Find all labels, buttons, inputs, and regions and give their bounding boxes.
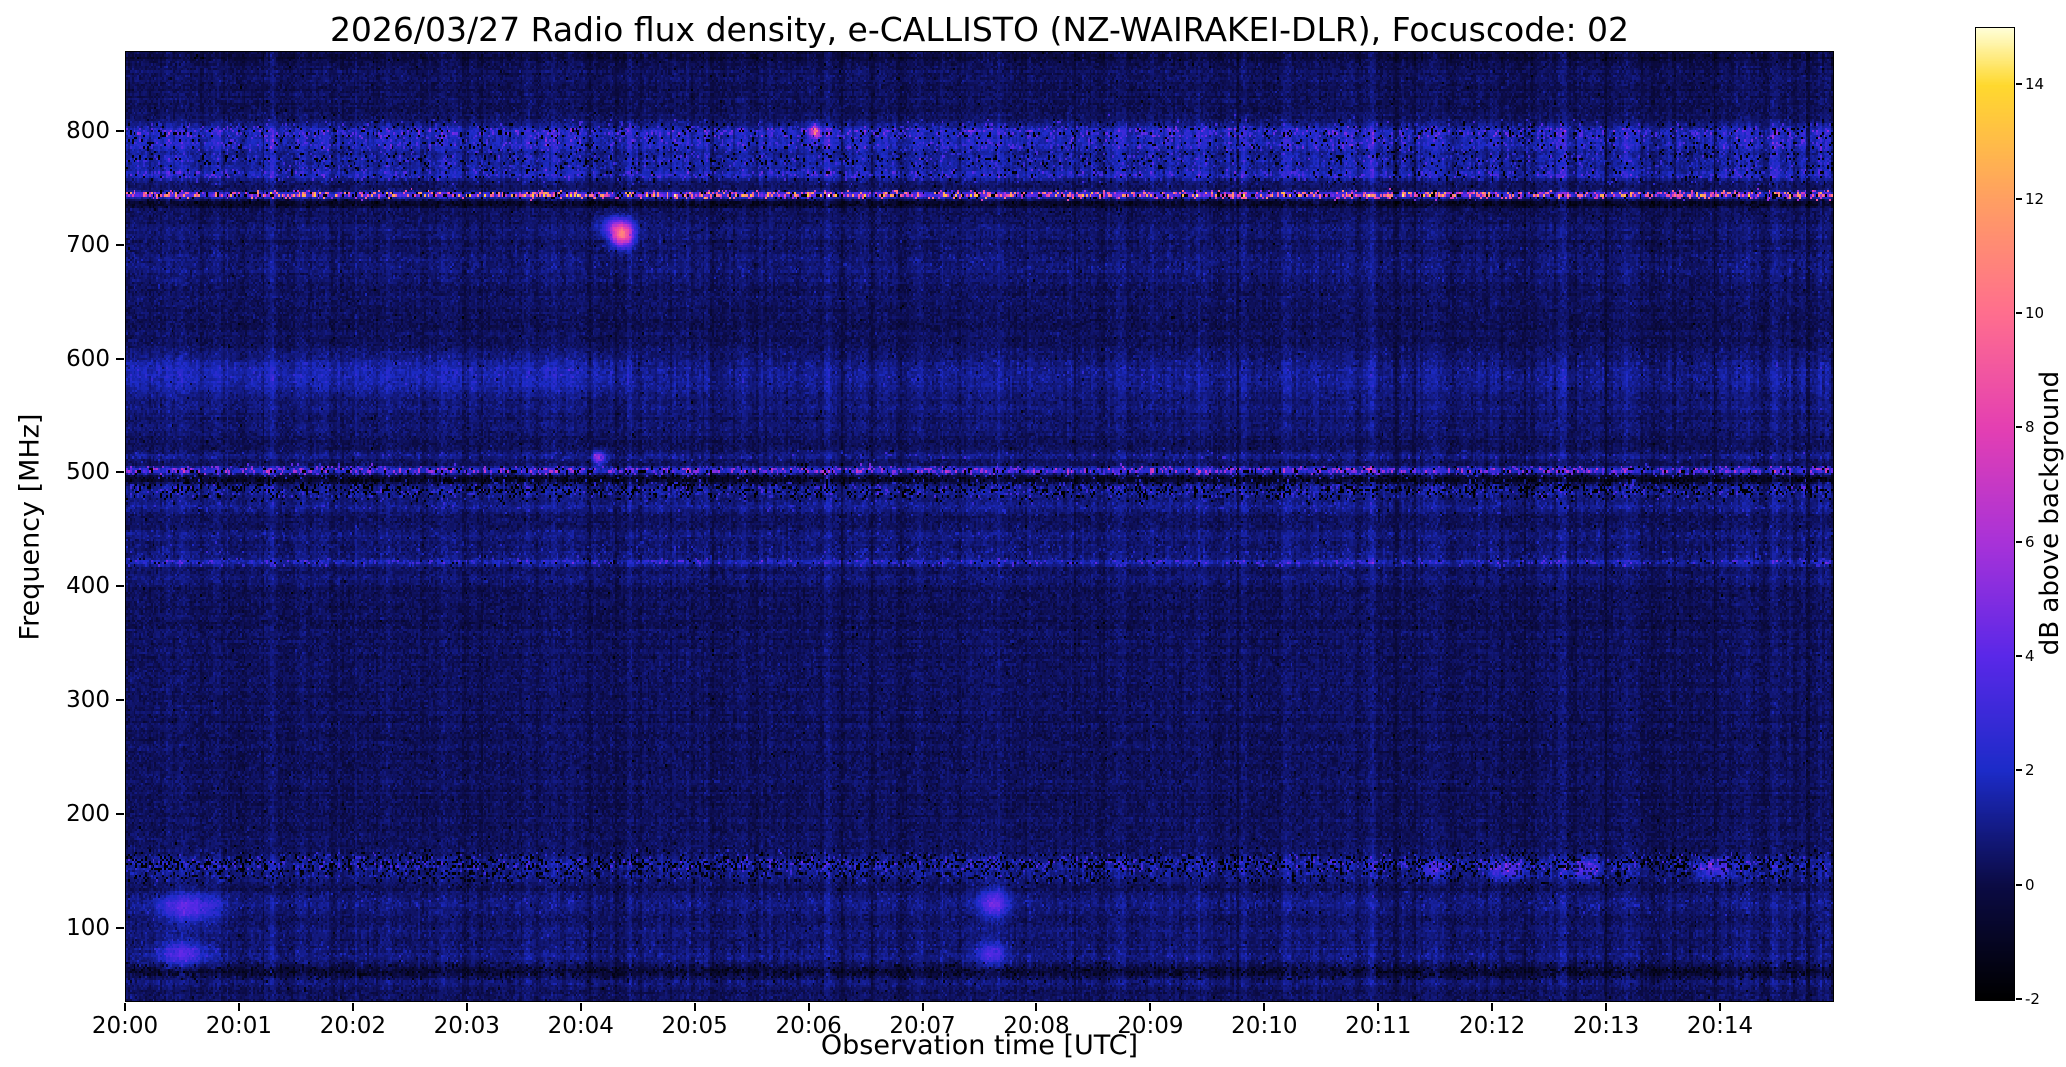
colorbar-tick-label: 2 xyxy=(2025,761,2035,780)
y-tick-mark xyxy=(116,813,124,816)
x-tick-mark xyxy=(1149,1003,1152,1011)
colorbar-tick-label: 8 xyxy=(2025,418,2035,437)
x-tick-mark xyxy=(807,1003,810,1011)
y-tick-label: 200 xyxy=(66,801,110,828)
y-tick-label: 500 xyxy=(66,459,110,486)
x-tick-label: 20:04 xyxy=(547,1013,614,1039)
y-tick-mark xyxy=(116,471,124,474)
x-tick-mark xyxy=(237,1003,240,1011)
x-tick-mark xyxy=(1263,1003,1266,1011)
x-tick-label: 20:09 xyxy=(1117,1013,1184,1039)
spectrogram-canvas xyxy=(126,52,1833,1001)
x-tick-label: 20:02 xyxy=(319,1013,386,1039)
x-tick-label: 20:13 xyxy=(1572,1013,1640,1039)
colorbar-canvas xyxy=(1976,28,2014,1000)
x-tick-mark xyxy=(1491,1003,1494,1011)
colorbar-tick-mark xyxy=(2016,83,2022,86)
y-tick-mark xyxy=(116,926,124,929)
x-tick-mark xyxy=(1719,1003,1722,1011)
colorbar-tick-label: 12 xyxy=(2025,189,2045,208)
x-axis-label: Observation time [UTC] xyxy=(820,1030,1139,1061)
x-tick-label: 20:10 xyxy=(1231,1013,1298,1039)
colorbar-tick-label: 14 xyxy=(2025,75,2045,94)
x-tick-label: 20:12 xyxy=(1459,1013,1526,1039)
y-tick-label: 800 xyxy=(66,117,110,144)
x-tick-mark xyxy=(124,1003,126,1011)
y-tick-label: 600 xyxy=(66,345,110,372)
x-tick-mark xyxy=(579,1003,582,1011)
colorbar-tick-label: -2 xyxy=(2025,990,2040,1008)
x-tick-label: 20:00 xyxy=(91,1013,159,1039)
colorbar-tick-mark xyxy=(2016,654,2022,657)
x-tick-mark xyxy=(1377,1003,1380,1011)
x-tick-label: 20:07 xyxy=(889,1013,956,1039)
y-tick-mark xyxy=(116,243,124,246)
x-tick-label: 20:03 xyxy=(433,1013,500,1039)
x-tick-mark xyxy=(1605,1003,1608,1011)
colorbar-tick-mark xyxy=(2016,197,2022,200)
y-tick-label: 700 xyxy=(66,231,110,258)
x-tick-label: 20:08 xyxy=(1003,1013,1070,1039)
x-tick-mark xyxy=(1035,1003,1038,1011)
colorbar-tick-mark xyxy=(2016,311,2022,314)
x-tick-label: 20:01 xyxy=(205,1013,273,1039)
y-tick-label: 400 xyxy=(66,573,110,600)
colorbar-tick-mark xyxy=(2016,998,2022,1000)
y-tick-mark xyxy=(116,699,124,702)
plot-area xyxy=(125,51,1834,1002)
chart-title: 2026/03/27 Radio flux density, e-CALLIST… xyxy=(329,10,1630,49)
colorbar xyxy=(1975,27,2015,1001)
colorbar-tick-mark xyxy=(2016,769,2022,772)
colorbar-tick-label: 6 xyxy=(2025,532,2035,551)
colorbar-label: dB above background xyxy=(2035,370,2065,656)
x-tick-label: 20:05 xyxy=(661,1013,728,1039)
y-tick-mark xyxy=(116,585,124,588)
y-tick-label: 300 xyxy=(66,687,110,714)
x-tick-label: 20:06 xyxy=(775,1013,842,1039)
y-axis-label: Frequency [MHz] xyxy=(14,413,46,641)
y-tick-label: 100 xyxy=(66,914,110,941)
x-tick-mark xyxy=(351,1003,354,1011)
x-tick-label: 20:11 xyxy=(1345,1013,1412,1039)
colorbar-tick-label: 0 xyxy=(2025,875,2035,894)
colorbar-tick-mark xyxy=(2016,883,2022,886)
colorbar-tick-label: 4 xyxy=(2025,646,2035,665)
x-tick-mark xyxy=(465,1003,468,1011)
y-tick-mark xyxy=(116,357,124,360)
x-tick-mark xyxy=(693,1003,696,1011)
colorbar-tick-mark xyxy=(2016,426,2022,429)
colorbar-tick-label: 10 xyxy=(2025,303,2045,322)
colorbar-tick-mark xyxy=(2016,540,2022,543)
y-tick-mark xyxy=(116,129,124,132)
x-tick-mark xyxy=(921,1003,924,1011)
x-tick-label: 20:14 xyxy=(1686,1013,1754,1039)
